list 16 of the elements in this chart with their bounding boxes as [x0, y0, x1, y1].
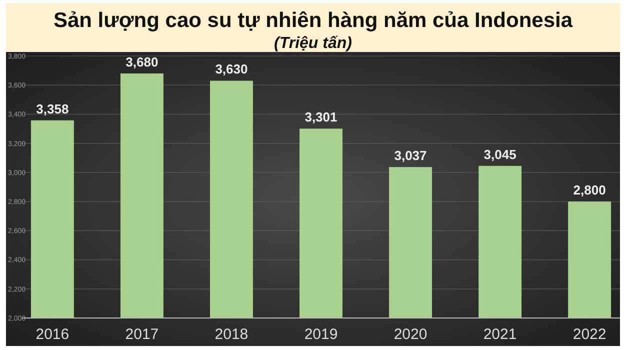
- x-tick-label: 2021: [483, 326, 517, 343]
- x-tick-label: 2020: [394, 326, 428, 343]
- x-tick-label: 2016: [36, 326, 70, 343]
- data-label: 3,037: [394, 148, 427, 164]
- data-label: 3,680: [126, 54, 158, 70]
- x-tick-label: 2017: [125, 326, 159, 343]
- data-label: 3,301: [304, 110, 338, 125]
- x-tick-label: 2018: [214, 326, 248, 343]
- data-label: 3,045: [484, 146, 516, 162]
- data-label: 3,358: [36, 101, 69, 116]
- chart-subtitle: (Triệu tấn): [274, 35, 352, 52]
- data-label: 3,630: [215, 62, 248, 77]
- data-label: 2,800: [573, 182, 606, 198]
- x-tick-label: 2019: [304, 326, 338, 343]
- chart-title: Sản lượng cao su tự nhiên hàng năm của Indonesia: [53, 9, 573, 32]
- x-tick-label: 2022: [572, 326, 606, 343]
